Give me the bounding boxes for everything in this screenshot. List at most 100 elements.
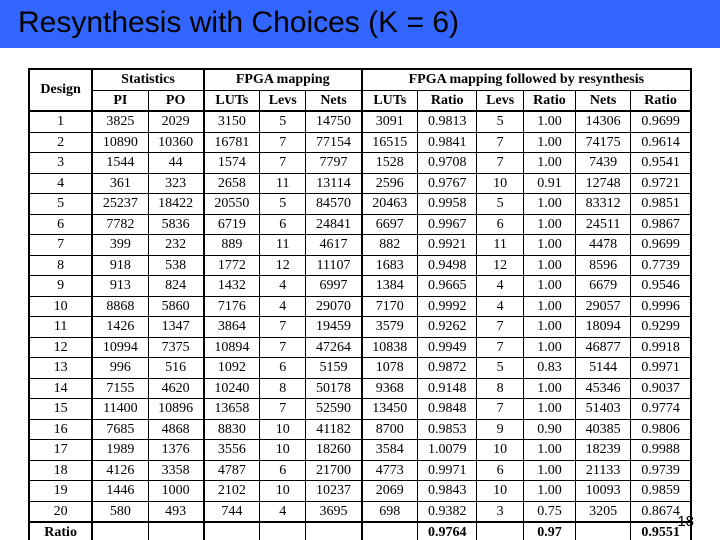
cell: 83312 (576, 194, 631, 215)
cell: 10890 (92, 132, 148, 153)
cell: 10 (477, 173, 523, 194)
cell: 0.9848 (417, 399, 477, 420)
col-levs1: Levs (260, 90, 306, 111)
cell: 11 (260, 235, 306, 256)
cell: 0.9967 (417, 214, 477, 235)
col-po: PO (148, 90, 204, 111)
cell: 4617 (306, 235, 362, 256)
cell: 6719 (204, 214, 260, 235)
cell: 6997 (306, 276, 362, 297)
cell: 1.00 (523, 317, 575, 338)
cell: 1376 (148, 440, 204, 461)
cell: 4 (260, 501, 306, 522)
cell: 0.9546 (631, 276, 691, 297)
col-luts1: LUTs (204, 90, 260, 111)
cell: 46877 (576, 337, 631, 358)
cell: 41182 (306, 419, 362, 440)
cell: 7 (260, 399, 306, 420)
col-nets1: Nets (306, 90, 362, 111)
table-row: 1210994737510894747264108380.994971.0046… (29, 337, 691, 358)
table-row: 5252371842220550584570204630.995851.0083… (29, 194, 691, 215)
cell: 10896 (148, 399, 204, 420)
col-luts2: LUTs (362, 90, 418, 111)
cell: 7170 (362, 296, 418, 317)
cell: 1544 (92, 153, 148, 174)
table-row: 89185381772121110716830.9498121.0085960.… (29, 255, 691, 276)
cell: 18422 (148, 194, 204, 215)
cell: 1432 (204, 276, 260, 297)
cell: 0.9859 (631, 481, 691, 502)
cell: 1384 (362, 276, 418, 297)
cell: 40385 (576, 419, 631, 440)
cell: 0.9699 (631, 235, 691, 256)
cell: 7 (29, 235, 92, 256)
cell: 5 (29, 194, 92, 215)
cell: 2069 (362, 481, 418, 502)
cell: 21133 (576, 460, 631, 481)
cell: 5836 (148, 214, 204, 235)
cell: 3825 (92, 111, 148, 132)
cell: 0.9699 (631, 111, 691, 132)
cell: 8 (260, 378, 306, 399)
cell: 19459 (306, 317, 362, 338)
cell: 44 (148, 153, 204, 174)
cell: 51403 (576, 399, 631, 420)
cell: 18094 (576, 317, 631, 338)
cell: 882 (362, 235, 418, 256)
cell: 1.00 (523, 194, 575, 215)
cell: 2658 (204, 173, 260, 194)
table-row: 17198913763556101826035841.0079101.00182… (29, 440, 691, 461)
cell: 1.00 (523, 440, 575, 461)
cell: 580 (92, 501, 148, 522)
cell: 6 (477, 460, 523, 481)
cell: 0.9739 (631, 460, 691, 481)
cell: 19 (29, 481, 92, 502)
cell: 7 (260, 132, 306, 153)
cell: 20550 (204, 194, 260, 215)
summary-row: Ratio 0.9764 0.97 0.9551 (29, 522, 691, 540)
cell: 1.00 (523, 296, 575, 317)
table-row: 16768548688830104118287000.985390.904038… (29, 419, 691, 440)
title-bar: Resynthesis with Choices (K = 6) (0, 0, 720, 48)
cell: 1.00 (523, 378, 575, 399)
cell: 1.00 (523, 481, 575, 502)
cell: 2102 (204, 481, 260, 502)
cell: 0.9867 (631, 214, 691, 235)
cell: 0.90 (523, 419, 575, 440)
cell: 5 (477, 358, 523, 379)
col-ratio-luts: Ratio (417, 90, 477, 111)
cell: 10 (260, 419, 306, 440)
cell: 5 (260, 194, 306, 215)
cell: 0.9774 (631, 399, 691, 420)
cell: 9 (29, 276, 92, 297)
cell: 3205 (576, 501, 631, 522)
cell: 29070 (306, 296, 362, 317)
col-ratio-nets: Ratio (631, 90, 691, 111)
cell: 7685 (92, 419, 148, 440)
table-row: 15114001089613658752590134500.984871.005… (29, 399, 691, 420)
resynthesis-table: Design Statistics FPGA mapping FPGA mapp… (28, 68, 692, 540)
cell: 4620 (148, 378, 204, 399)
cell: 10838 (362, 337, 418, 358)
cell: 4787 (204, 460, 260, 481)
cell: 8700 (362, 419, 418, 440)
cell: 0.9958 (417, 194, 477, 215)
cell: 1.00 (523, 235, 575, 256)
cell: 0.9949 (417, 337, 477, 358)
group-resynthesis: FPGA mapping followed by resynthesis (362, 69, 691, 90)
cell: 0.9541 (631, 153, 691, 174)
cell: 14 (29, 378, 92, 399)
cell: 10237 (306, 481, 362, 502)
cell: 8830 (204, 419, 260, 440)
cell: 6 (260, 358, 306, 379)
cell: 10240 (204, 378, 260, 399)
cell: 5 (477, 194, 523, 215)
cell: 1092 (204, 358, 260, 379)
cell: 4126 (92, 460, 148, 481)
cell: 6 (260, 214, 306, 235)
cell: 0.9918 (631, 337, 691, 358)
cell: 11107 (306, 255, 362, 276)
cell: 6 (260, 460, 306, 481)
cell: 2 (29, 132, 92, 153)
cell: 16 (29, 419, 92, 440)
